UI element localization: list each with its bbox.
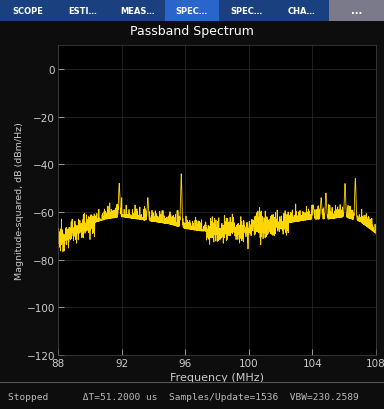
Text: ESTI…: ESTI… [68,7,97,16]
Text: SPEC…: SPEC… [176,7,208,16]
Bar [165,0,219,22]
Text: SCOPE: SCOPE [12,7,43,16]
Text: Passband Spectrum: Passband Spectrum [130,25,254,38]
Bar [329,0,384,22]
Text: CHA…: CHA… [288,7,316,16]
X-axis label: Frequency (MHz): Frequency (MHz) [170,372,264,382]
Y-axis label: Magnitude-squared, dB (dBm/Hz): Magnitude-squared, dB (dBm/Hz) [15,122,24,279]
Text: Stopped      ΔT=51.2000 us  Samples/Update=1536  VBW=230.2589: Stopped ΔT=51.2000 us Samples/Update=153… [8,392,358,401]
Bar [0,0,55,22]
Bar [110,0,165,22]
Bar [219,0,274,22]
Text: ...: ... [351,6,362,16]
Text: MEAS…: MEAS… [120,7,154,16]
Bar [274,0,329,22]
Text: SPEC…: SPEC… [231,7,263,16]
Bar [55,0,110,22]
